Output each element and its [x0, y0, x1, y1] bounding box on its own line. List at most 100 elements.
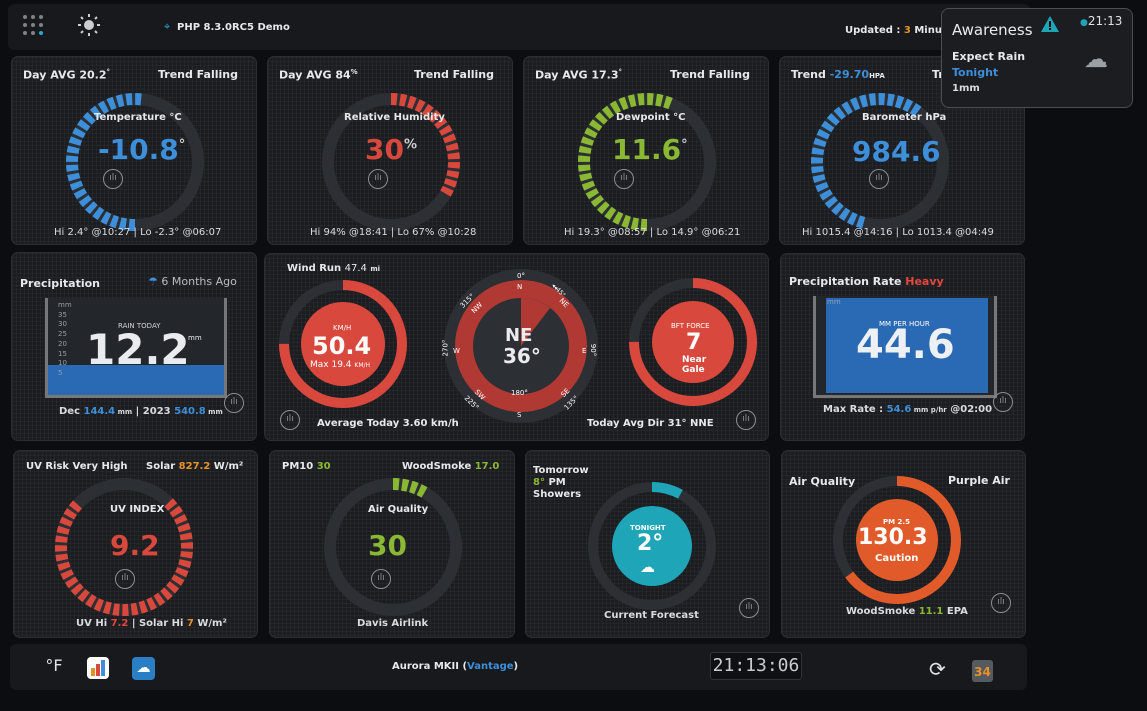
- barometer-gauge: [811, 93, 949, 231]
- compass-e-deg: 90°: [589, 343, 598, 357]
- apps-grid-icon[interactable]: [22, 14, 44, 36]
- airlink-value: 30: [368, 529, 407, 562]
- forecast-label: TONIGHT: [630, 524, 666, 532]
- airlink-chart-icon[interactable]: ılı: [371, 569, 391, 589]
- bft-desc2: Gale: [682, 365, 705, 375]
- wind-direction: NE: [505, 325, 533, 346]
- wind-avg-dir: Today Avg Dir 31° NNE: [587, 418, 714, 429]
- forecast-cond: Showers: [533, 489, 582, 500]
- cloud-icon[interactable]: ☁: [132, 657, 155, 680]
- airlink-gauge: [324, 478, 462, 616]
- uv-solar: Solar 827.2 W/m²: [146, 461, 244, 472]
- pa-label: PM 2.5: [883, 518, 910, 526]
- baro-value: 984.6: [852, 135, 941, 168]
- wind-chart-icon[interactable]: ılı: [280, 410, 300, 430]
- hum-value: 30%: [365, 133, 417, 166]
- uv-value: 9.2: [110, 529, 160, 562]
- compass-n-deg: 0°: [517, 272, 525, 280]
- pa-source: Purple Air: [948, 474, 1010, 487]
- wind-run: Wind Run 47.4 mi: [287, 263, 381, 274]
- forecast-footer: Current Forecast: [604, 610, 699, 621]
- awareness-title: Awareness: [952, 21, 1033, 39]
- compass-s-deg: 180°: [511, 389, 528, 397]
- baro-chart-icon[interactable]: ılı: [869, 169, 889, 189]
- awareness-line2: Tonight: [952, 66, 999, 79]
- pm10: PM10 30: [282, 461, 331, 472]
- uv-chart-icon[interactable]: ılı: [115, 569, 135, 589]
- hum-title: Relative Humidity: [344, 112, 445, 123]
- updated-label: Updated : 3 Minut: [845, 25, 947, 36]
- pa-chart-icon[interactable]: ılı: [991, 593, 1011, 613]
- temperature-card: Day AVG 20.2° Trend Falling Temperature …: [11, 56, 257, 245]
- warning-icon: [1041, 16, 1059, 32]
- rain-gauge: [45, 298, 227, 398]
- location-label: PHP 8.3.0RC5 Demo: [177, 22, 290, 33]
- baro-trend-cut: Tr: [932, 68, 944, 81]
- unit-toggle-button[interactable]: °F: [45, 656, 63, 675]
- bottom-bar: °F ☁ Aurora MKII (Vantage) 21:13:06 ⟳ 34: [10, 644, 1027, 690]
- compass-n: N: [517, 283, 523, 291]
- compass-w: W: [453, 347, 460, 355]
- awareness-line1: Expect Rain: [952, 50, 1026, 63]
- dew-value: 11.6°: [612, 133, 688, 166]
- clock: 21:13:06: [710, 652, 802, 680]
- compass-e: E: [582, 347, 587, 355]
- precip-title: Precipitation: [20, 277, 100, 290]
- sun-icon[interactable]: [78, 14, 100, 36]
- rain-rate-card: Precipitation Rate Heavy mm MM PER HOUR …: [780, 253, 1025, 441]
- forecast-card: Tomorrow 8° PM Showers TONIGHT 2° ☁ Curr…: [525, 450, 770, 638]
- dew-hilo: Hi 19.3° @08:57 | Lo 14.9° @06:21: [564, 227, 741, 238]
- rain-label: RAIN TODAY: [118, 322, 161, 330]
- rate-fill: [826, 298, 988, 393]
- dewpoint-card: Day AVG 17.3° Trend Falling Dewpoint °C …: [523, 56, 769, 245]
- wind-speed-unit: KM/H: [333, 324, 352, 332]
- bft-desc1: Near: [682, 355, 707, 365]
- rain-fill: [48, 365, 224, 395]
- location-pin-icon: ⌖: [164, 20, 171, 33]
- compass-w-deg: 270°: [441, 339, 450, 357]
- top-bar: ⌖ PHP 8.3.0RC5 Demo Updated : 3 Minut: [8, 4, 1030, 50]
- wind-speed: 50.4: [312, 332, 372, 360]
- forecast-line1: Tomorrow: [533, 465, 589, 476]
- rate-chart-icon[interactable]: ılı: [993, 392, 1013, 412]
- forecast-value: 2°: [637, 531, 664, 556]
- bft-label: BFT FORCE: [671, 322, 710, 330]
- station-label: Aurora MKII (Vantage): [392, 661, 519, 672]
- wind-degrees: 36°: [503, 344, 541, 368]
- uv-risk: UV Risk Very High: [26, 461, 128, 472]
- bft-chart-icon[interactable]: ılı: [736, 410, 756, 430]
- wind-avg-today: Average Today 3.60 km/h: [317, 418, 459, 429]
- bar-chart-icon[interactable]: [87, 657, 109, 679]
- wind-max: Max 19.4 KM/H: [310, 360, 371, 370]
- wind-dials: [279, 269, 757, 423]
- dew-chart-icon[interactable]: ılı: [614, 169, 634, 189]
- temp-hilo: Hi 2.4° @10:27 | Lo -2.3° @06:07: [54, 227, 222, 238]
- precipitation-card: Precipitation ☂ 6 Months Ago mm 35 30 25 20…: [11, 252, 257, 441]
- refresh-icon[interactable]: ⟳: [929, 657, 946, 681]
- precip-ago: ☂ 6 Months Ago: [148, 275, 237, 288]
- purpleair-card: Air Quality Purple Air PM 2.5 130.3 Caut…: [781, 450, 1026, 638]
- wind-card: Wind Run 47.4 mi KM/H 50.4 Max 19.4 KM/H…: [264, 253, 769, 441]
- airlink-title: Air Quality: [368, 504, 429, 515]
- forecast-chart-icon[interactable]: ılı: [739, 598, 759, 618]
- rate-max: Max Rate : 54.6 mm p/hr @02:00: [823, 404, 993, 415]
- dew-avg: Day AVG 17.3: [535, 68, 619, 82]
- pa-status: Caution: [875, 553, 919, 564]
- awareness-popup[interactable]: Awareness ●21:13 Expect Rain Tonight 1mm…: [941, 8, 1133, 108]
- temp-value: -10.8°: [98, 133, 186, 166]
- precip-chart-icon[interactable]: ılı: [224, 393, 244, 413]
- precip-totals: Dec 144.4 mm | 2023 540.8 mm: [59, 406, 223, 417]
- forecast-temp: 8° PM: [533, 477, 566, 488]
- calendar-icon[interactable]: 34: [972, 660, 993, 682]
- hum-chart-icon[interactable]: ılı: [368, 169, 388, 189]
- dew-title: Dewpoint °C: [616, 112, 686, 123]
- rate-gauge: [813, 296, 997, 398]
- rain-unit: mm: [188, 334, 202, 342]
- temp-chart-icon[interactable]: ılı: [103, 169, 123, 189]
- temp-gauge: [66, 93, 204, 231]
- rain-cloud-icon: ☁: [1084, 45, 1108, 73]
- rate-label: MM PER HOUR: [879, 320, 930, 328]
- baro-title: Barometer hPa: [862, 112, 947, 123]
- forecast-gauge: [588, 482, 716, 610]
- temp-trend: Trend Falling: [157, 68, 238, 81]
